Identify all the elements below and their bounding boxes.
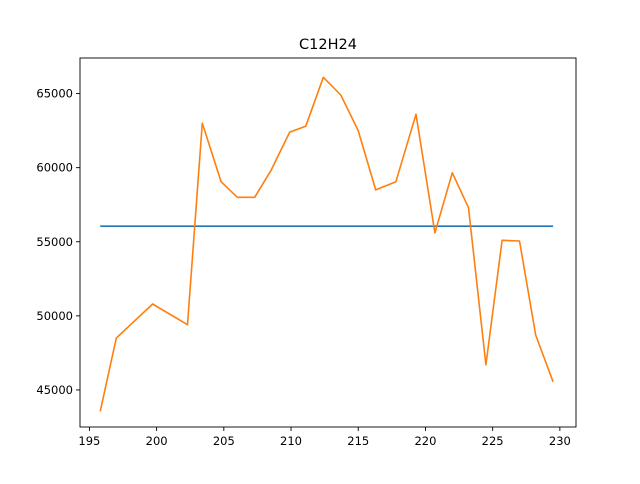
x-tick-label: 195 [78,434,100,448]
y-tick-label: 65000 [36,87,73,101]
x-tick-label: 220 [414,434,436,448]
y-tick-label: 60000 [36,161,73,175]
x-tick-label: 205 [213,434,235,448]
x-tick-label: 215 [347,434,369,448]
x-tick-label: 210 [280,434,302,448]
series-line-2 [99,76,554,412]
x-tick-label: 230 [549,434,571,448]
plot-frame [79,57,577,428]
series-layer [99,76,554,412]
x-tick-label: 225 [482,434,504,448]
x-tick-label: 200 [146,434,168,448]
y-tick-label: 50000 [36,309,73,323]
x-axis: 195 200 205 210 215 220 225 230 [78,427,571,448]
y-axis: 45000 50000 55000 60000 65000 [36,87,80,397]
y-tick-label: 55000 [36,235,73,249]
chart-title: C12H24 [299,37,357,53]
y-tick-label: 45000 [36,383,73,397]
